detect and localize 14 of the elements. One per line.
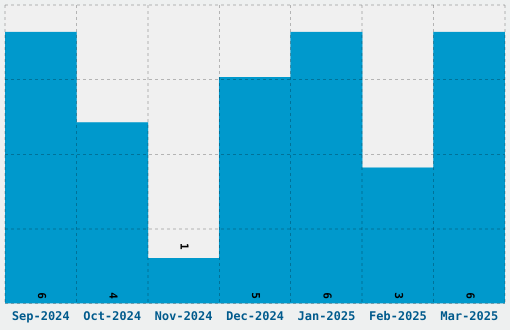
x-tick-label: Oct-2024 (83, 308, 142, 323)
x-tick-label: Feb-2025 (368, 308, 427, 323)
x-tick-label: Jan-2025 (298, 308, 356, 323)
data-label: 4 (106, 292, 120, 300)
data-label: 6 (463, 292, 476, 300)
data-label: 6 (320, 292, 334, 300)
data-label: 3 (392, 292, 405, 299)
x-tick-label: Dec-2024 (226, 308, 284, 323)
x-tick-label: Nov-2024 (154, 308, 212, 323)
x-tick-label: Sep-2024 (12, 308, 70, 323)
data-label: 6 (34, 292, 48, 300)
data-label: 5 (249, 292, 262, 299)
x-tick-label: Mar-2025 (440, 308, 498, 323)
data-label: 1 (178, 243, 191, 250)
